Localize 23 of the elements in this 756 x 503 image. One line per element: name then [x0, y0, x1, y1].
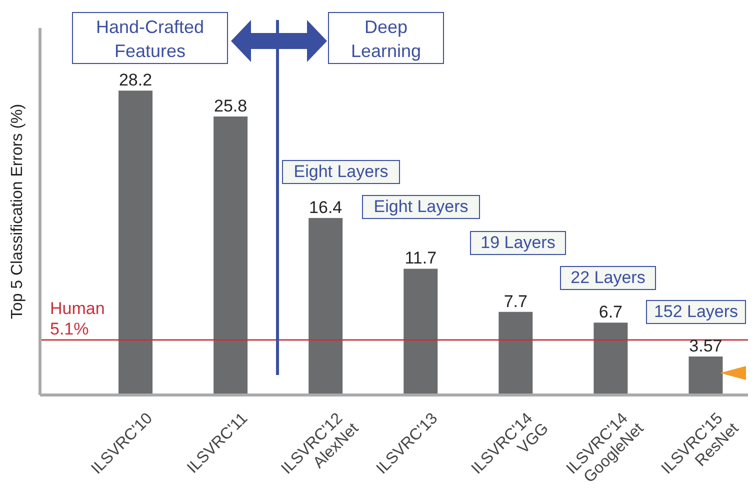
y-axis-title: Top 5 Classification Errors (%)	[9, 104, 26, 320]
bar	[404, 268, 438, 395]
annotation: Hand-Crafted Features	[73, 15, 227, 63]
annotation: 152 Layers	[646, 300, 746, 324]
ref-line-label: Human 5.1%	[50, 298, 105, 338]
data-label: 3.57	[689, 336, 722, 356]
annotation: Deep Learning	[329, 15, 443, 63]
annotation: 19 Layers	[470, 231, 566, 255]
bar	[308, 218, 343, 395]
bar	[594, 322, 628, 395]
annotation: Eight Layers	[282, 160, 400, 184]
annotation: Eight Layers	[362, 195, 480, 219]
bar	[118, 90, 153, 395]
data-label: 28.2	[118, 70, 152, 90]
data-label: 25.8	[214, 96, 248, 116]
bar	[498, 312, 533, 395]
data-label: 11.7	[404, 248, 437, 268]
data-label: 16.4	[309, 198, 342, 217]
data-label: 6.7	[598, 302, 623, 322]
bar	[214, 116, 248, 395]
annotation: 22 Layers	[560, 266, 656, 290]
data-label: 7.7	[504, 292, 528, 311]
bar	[688, 356, 723, 395]
